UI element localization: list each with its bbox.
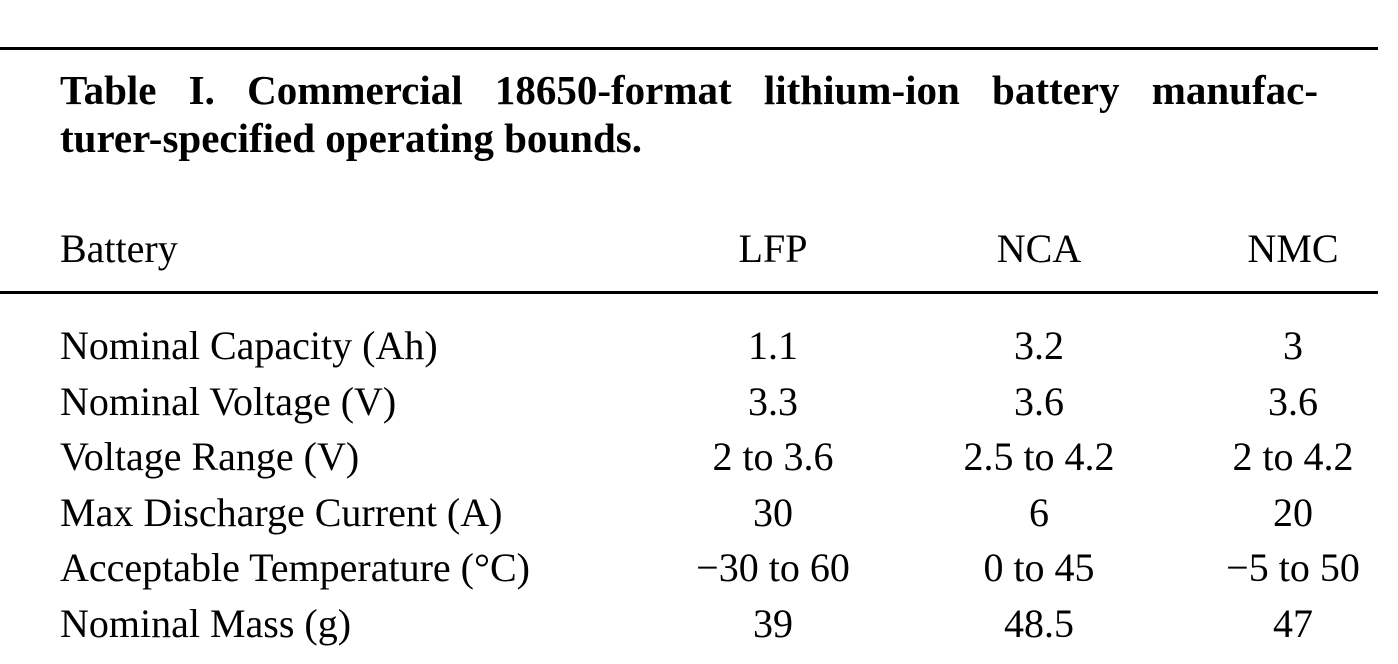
caption-line: turer-specified operating bounds. <box>60 115 642 161</box>
row-label: Nominal Voltage (V) <box>60 378 397 424</box>
cell-value: 30 <box>753 489 793 535</box>
cell-value: 2 to 4.2 <box>1232 434 1354 480</box>
cell-value: 3 <box>1283 323 1303 368</box>
cell-value: 2 to 3.6 <box>712 434 834 480</box>
row-label: Max Discharge Current (A) <box>60 489 503 535</box>
row-label: Voltage Range (V) <box>60 434 360 480</box>
cell-value: 39 <box>753 601 793 646</box>
row-label: Acceptable Temperature (°C) <box>60 545 530 591</box>
cell-value: 3.2 <box>1014 323 1064 368</box>
caption-line: Table I. Commercial 18650-format lithium… <box>60 67 1318 113</box>
cell-value: 3.3 <box>748 378 798 424</box>
header-cell: NCA <box>996 226 1082 271</box>
cell-value: −30 to 60 <box>696 545 850 591</box>
cell-value: 6 <box>1029 489 1049 535</box>
cell-value: 48.5 <box>1004 601 1074 646</box>
row-label: Nominal Mass (g) <box>60 601 352 646</box>
header-cell: NMC <box>1247 226 1339 271</box>
header-cell: LFP <box>738 226 808 271</box>
header-cell: Battery <box>60 226 178 271</box>
cell-value: 0 to 45 <box>983 545 1095 591</box>
top-rule <box>0 47 1378 50</box>
cell-value: 2.5 to 4.2 <box>963 434 1115 480</box>
cell-value: −5 to 50 <box>1226 545 1360 591</box>
header-rule <box>0 291 1378 294</box>
row-label: Nominal Capacity (Ah) <box>60 323 438 368</box>
cell-value: 1.1 <box>748 323 798 368</box>
cell-value: 47 <box>1273 601 1313 646</box>
cell-value: 3.6 <box>1268 378 1318 424</box>
cell-value: 3.6 <box>1014 378 1064 424</box>
cell-value: 20 <box>1273 489 1313 535</box>
